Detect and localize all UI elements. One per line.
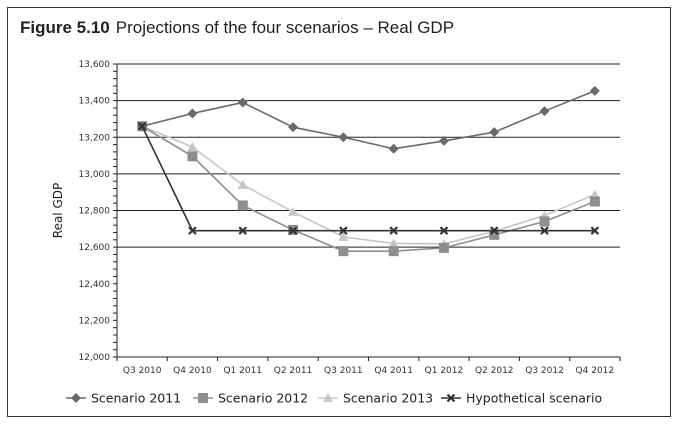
- series-line-2: [141, 125, 596, 245]
- y-tick-label: 13,200: [79, 133, 111, 143]
- data-point-0: [237, 97, 248, 108]
- y-tick-label: 13,600: [79, 60, 111, 70]
- figure-title: Figure 5.10 Projections of the four scena…: [20, 18, 454, 38]
- series-line-0: [141, 90, 596, 150]
- data-point-1: [489, 229, 500, 240]
- figure-label: Figure 5.10: [20, 18, 110, 37]
- data-point-3: [439, 226, 449, 235]
- y-tick-label: 12,600: [79, 243, 111, 253]
- data-point-0: [288, 122, 299, 133]
- legend-marker: [323, 393, 333, 402]
- y-tick-label: 12,800: [79, 207, 111, 217]
- legend-label: Scenario 2011: [91, 391, 181, 406]
- x-tick-label: Q1 2011: [223, 366, 262, 376]
- x-tick-label: Q2 2011: [274, 366, 313, 376]
- data-point-3: [188, 226, 197, 235]
- x-tick-label: Q4 2010: [173, 366, 212, 376]
- y-tick-label: 13,000: [79, 170, 111, 180]
- x-tick-label: Q3 2012: [525, 366, 564, 376]
- data-point-0: [338, 132, 349, 143]
- x-tick-label: Q4 2011: [374, 366, 413, 376]
- data-point-0: [388, 143, 399, 154]
- data-point-1: [237, 200, 248, 211]
- y-tick-label: 12,200: [79, 316, 111, 326]
- data-point-0: [438, 135, 449, 146]
- y-axis-label: Real GDP: [51, 183, 65, 238]
- legend-marker: [446, 393, 456, 403]
- legend-label: Scenario 2013: [343, 391, 433, 406]
- figure-frame: [7, 7, 671, 417]
- data-point-3: [339, 226, 348, 235]
- data-point-0: [187, 108, 198, 119]
- data-point-2: [237, 179, 248, 189]
- x-tick-label: Q3 2010: [123, 366, 162, 376]
- data-point-3: [238, 226, 248, 235]
- data-point-2: [338, 231, 349, 241]
- data-point-2: [288, 206, 299, 216]
- data-point-1: [338, 246, 349, 257]
- data-point-1: [438, 242, 449, 253]
- data-point-3: [137, 121, 147, 131]
- legend-label: Scenario 2012: [218, 391, 308, 406]
- data-point-3: [489, 226, 499, 235]
- data-point-0: [589, 85, 600, 96]
- data-point-2: [388, 238, 399, 248]
- data-point-3: [389, 226, 398, 235]
- series-line-1: [141, 125, 596, 252]
- x-tick-label: Q1 2012: [425, 366, 464, 376]
- legend-marker: [198, 393, 208, 403]
- data-point-1: [589, 196, 600, 207]
- data-point-0: [489, 127, 500, 138]
- y-tick-label: 13,400: [79, 97, 111, 107]
- chart-title: Projections of the four scenarios – Real…: [115, 18, 455, 37]
- data-point-1: [539, 216, 550, 227]
- y-tick-label: 12,000: [79, 353, 111, 363]
- x-tick-label: Q3 2011: [324, 366, 363, 376]
- data-point-3: [288, 226, 298, 235]
- x-tick-label: Q2 2012: [475, 366, 514, 376]
- series-line-3: [141, 125, 595, 232]
- y-tick-label: 12,400: [79, 280, 111, 290]
- data-point-2: [187, 141, 198, 151]
- data-point-3: [540, 226, 549, 235]
- legend-label: Hypothetical scenario: [466, 391, 602, 406]
- data-point-2: [589, 189, 600, 199]
- data-point-1: [388, 246, 399, 257]
- x-tick-label: Q4 2012: [576, 366, 615, 376]
- data-point-3: [590, 226, 600, 235]
- data-point-0: [539, 106, 550, 117]
- data-point-1: [187, 151, 198, 162]
- legend-marker: [71, 393, 81, 403]
